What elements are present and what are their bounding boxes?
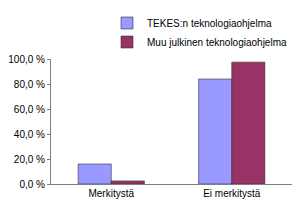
svg-text:Ei merkitystä: Ei merkitystä [203, 188, 261, 199]
svg-text:Merkitystä: Merkitystä [88, 188, 134, 199]
svg-text:TEKES:n teknologiaohjelma: TEKES:n teknologiaohjelma [147, 18, 272, 29]
svg-text:100,0 %: 100,0 % [8, 54, 45, 65]
svg-text:60,0 %: 60,0 % [14, 104, 45, 115]
svg-text:80,0 %: 80,0 % [14, 79, 45, 90]
svg-text:0,0 %: 0,0 % [19, 179, 45, 190]
svg-text:Muu julkinen teknologiaohjelma: Muu julkinen teknologiaohjelma [147, 37, 287, 48]
svg-text:20,0 %: 20,0 % [14, 154, 45, 165]
svg-text:40,0 %: 40,0 % [14, 129, 45, 140]
